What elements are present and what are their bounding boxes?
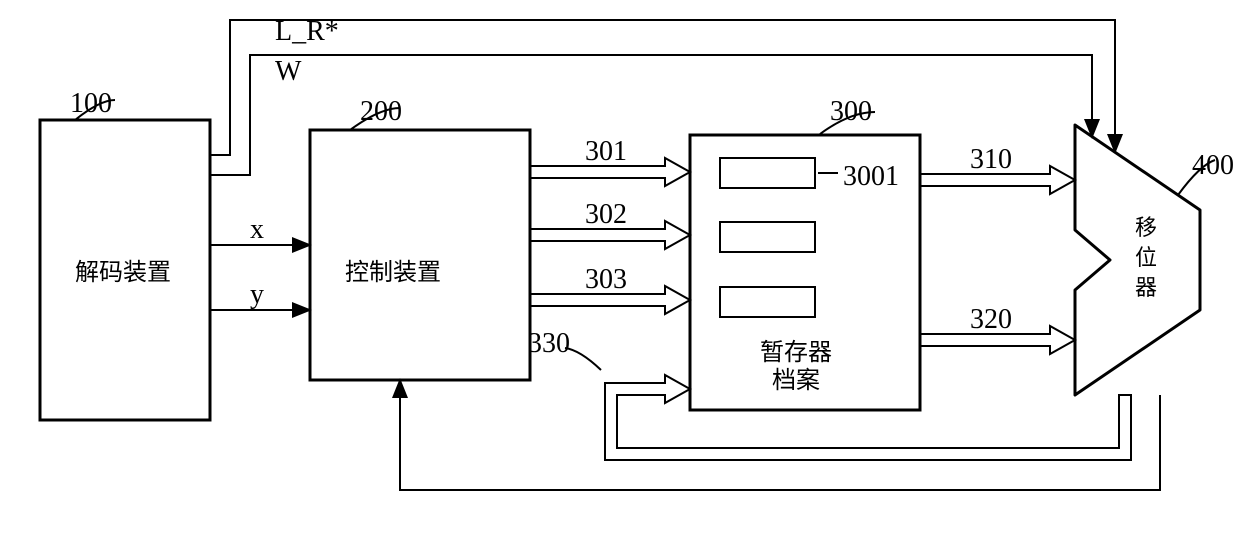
shifter-label-2: 位 (1135, 245, 1157, 270)
shifter-label-3: 器 (1135, 275, 1157, 300)
label-w: W (275, 56, 302, 87)
regfile-id: 300 (830, 96, 872, 127)
line-shifter-to-controller (400, 380, 1160, 490)
reg-3001-id: 3001 (843, 161, 899, 192)
controller-box (310, 130, 530, 380)
shifter-label-1: 移 (1135, 215, 1157, 240)
line-w (210, 55, 1092, 175)
shifter-id: 400 (1192, 150, 1234, 181)
bus-330 (605, 375, 1131, 460)
label-301: 301 (585, 136, 627, 167)
label-310: 310 (970, 144, 1012, 175)
controller-label: 控制装置 (345, 259, 441, 286)
label-x: x (250, 214, 264, 245)
label-302: 302 (585, 199, 627, 230)
decoder-label: 解码装置 (75, 259, 171, 286)
line-lr (210, 20, 1115, 155)
label-303: 303 (585, 264, 627, 295)
reg-2-box (720, 222, 815, 252)
label-lr: L_R* (275, 16, 339, 47)
regfile-label1: 暂存器 (760, 339, 832, 366)
reg-3001-box (720, 158, 815, 188)
reg-3-box (720, 287, 815, 317)
label-y: y (250, 279, 264, 310)
regfile-label2: 档案 (772, 367, 820, 394)
label-330: 330 (528, 328, 570, 359)
controller-id: 200 (360, 96, 402, 127)
label-320: 320 (970, 304, 1012, 335)
decoder-id: 100 (70, 88, 112, 119)
leader-330 (565, 348, 601, 370)
